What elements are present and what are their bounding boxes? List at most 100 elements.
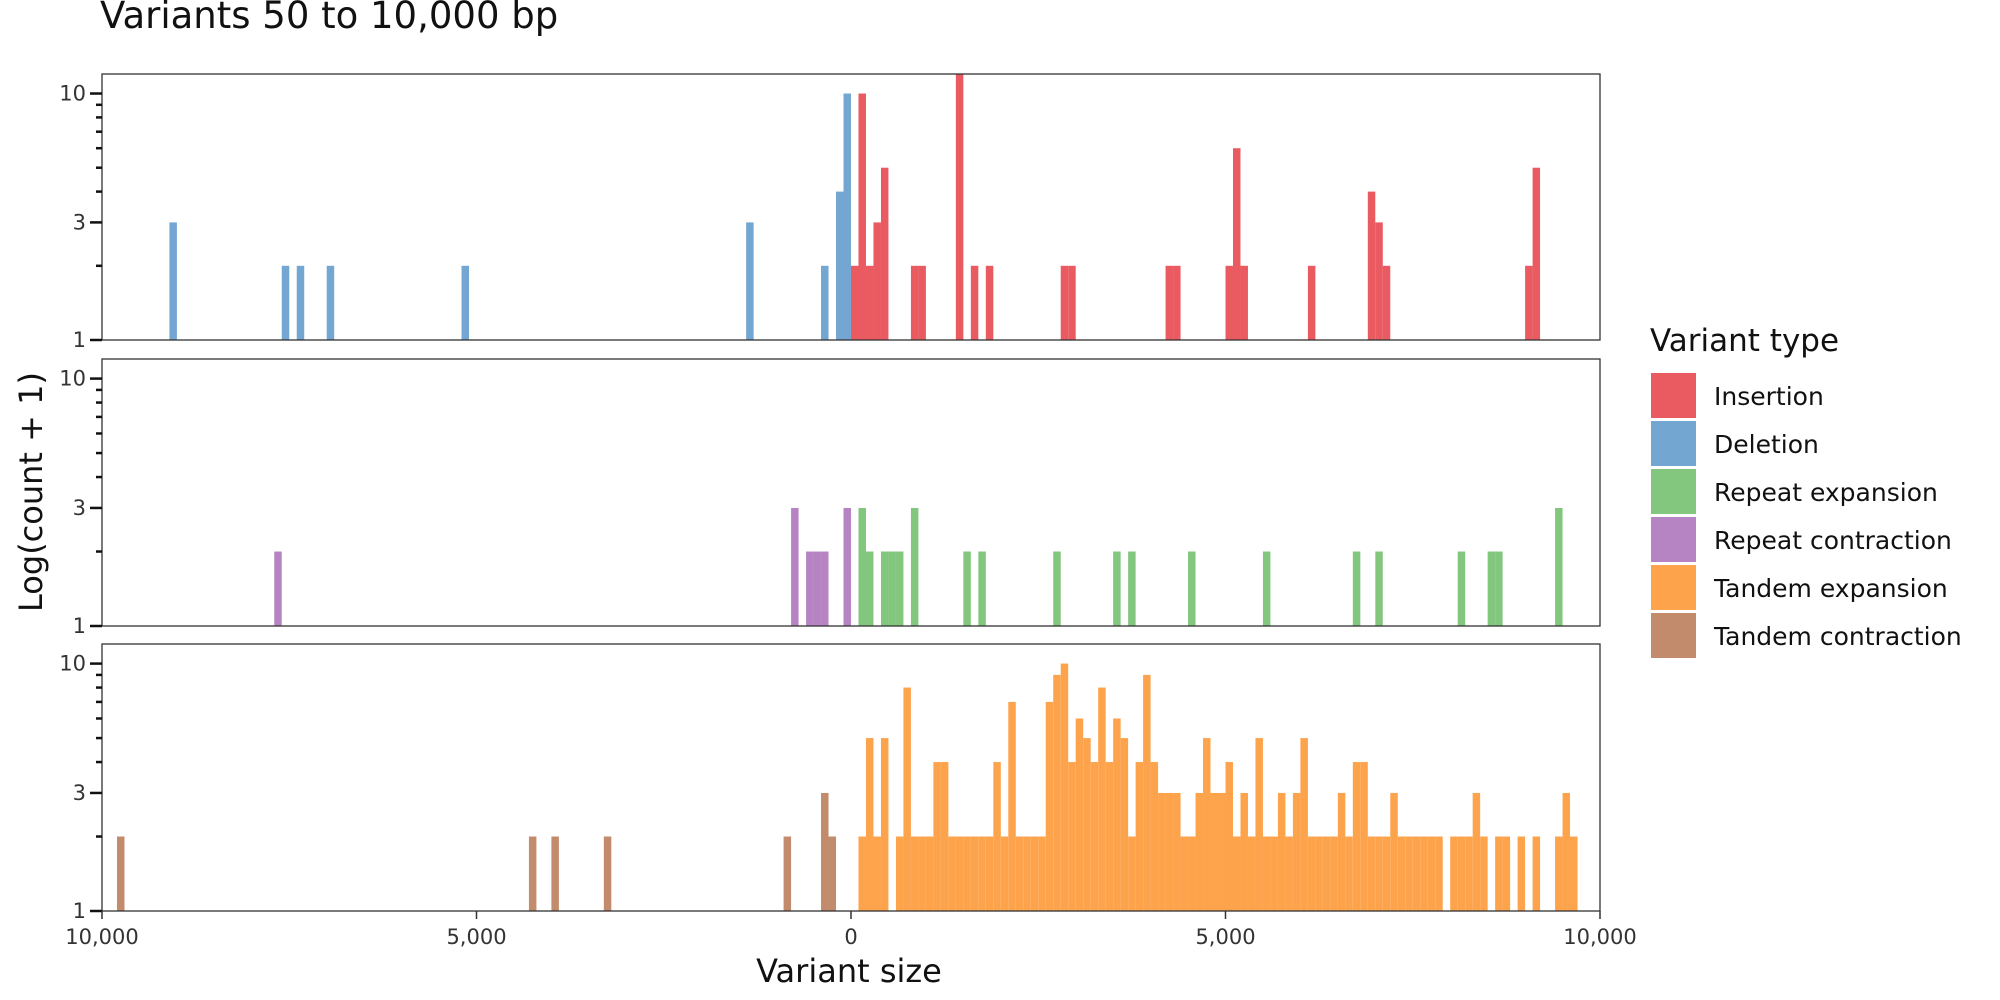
bar <box>821 265 829 340</box>
bar <box>1450 836 1458 911</box>
bar <box>1195 792 1204 911</box>
x-tick-label: 5,000 <box>1195 925 1255 949</box>
bar <box>1150 762 1159 911</box>
y-tick-label: 1 <box>73 614 86 638</box>
bar <box>851 265 859 340</box>
bar <box>1480 836 1488 911</box>
bar <box>1030 836 1039 911</box>
legend-label: Repeat contraction <box>1714 526 1952 555</box>
bar <box>948 836 956 911</box>
bar <box>1495 551 1503 626</box>
bar <box>1315 836 1323 911</box>
bar <box>1367 191 1376 340</box>
bar <box>1532 836 1541 911</box>
bar <box>1420 836 1428 911</box>
bar <box>791 507 799 626</box>
bar <box>1330 836 1338 911</box>
bar <box>895 551 904 626</box>
bar <box>978 836 986 911</box>
bar <box>910 507 919 626</box>
bar <box>963 836 971 911</box>
bar <box>1562 792 1571 911</box>
bar <box>895 836 904 911</box>
bar <box>1517 836 1526 911</box>
series-insertion <box>851 74 1541 340</box>
legend-label: Repeat expansion <box>1714 478 1938 507</box>
bar <box>985 836 994 911</box>
bar <box>1098 687 1106 911</box>
bar <box>1173 792 1181 911</box>
bar <box>1105 762 1114 911</box>
bar <box>1285 836 1293 911</box>
bar <box>1382 265 1391 340</box>
bar <box>1053 551 1061 626</box>
bar <box>1075 718 1084 911</box>
bar <box>1397 836 1406 911</box>
legend-label: Tandem contraction <box>1713 622 1962 651</box>
bar <box>1337 792 1346 911</box>
bar <box>603 836 612 911</box>
x-axis: 10,000 5,000 0 5,000 10,000 <box>65 911 1637 949</box>
bar <box>1045 701 1054 911</box>
bar <box>1023 836 1031 911</box>
bar <box>1188 836 1196 911</box>
panel-1: 1 3 10 <box>59 73 1601 352</box>
bar <box>1427 836 1436 911</box>
bar <box>783 836 792 911</box>
bar <box>903 687 911 911</box>
bar <box>1465 836 1473 911</box>
bar <box>955 836 964 911</box>
panel-3: 1 3 10 <box>59 643 1601 923</box>
bar <box>955 74 964 340</box>
bar <box>821 551 829 626</box>
bar <box>1015 836 1024 911</box>
bar <box>1225 265 1233 340</box>
panel-border <box>101 73 1601 341</box>
bar <box>1375 836 1383 911</box>
bar <box>865 551 874 626</box>
bar <box>1255 738 1263 911</box>
x-tick-label: 10,000 <box>65 925 138 949</box>
x-tick-label: 0 <box>844 925 857 949</box>
bar <box>1555 507 1563 626</box>
bar <box>1203 738 1211 911</box>
bar <box>1277 792 1286 911</box>
bar <box>1390 792 1398 911</box>
bar <box>1405 836 1413 911</box>
bar <box>274 551 282 626</box>
bar <box>970 265 979 340</box>
legend-label: Deletion <box>1714 430 1819 459</box>
bar <box>993 762 1001 911</box>
bar <box>880 551 889 626</box>
panel-border <box>101 358 1601 627</box>
bar <box>1000 836 1009 911</box>
legend-label: Tandem expansion <box>1713 574 1948 603</box>
bar <box>1495 836 1503 911</box>
bar <box>843 93 851 340</box>
bar <box>1232 148 1241 340</box>
bar <box>1135 762 1144 911</box>
bar <box>963 551 971 626</box>
bar <box>1068 265 1076 340</box>
series-tandem-expansion <box>858 663 1578 911</box>
bar <box>296 265 305 340</box>
bar <box>326 265 335 340</box>
legend-swatch <box>1651 565 1696 610</box>
bar <box>746 222 754 340</box>
legend-swatch <box>1651 373 1696 418</box>
bar <box>1367 836 1376 911</box>
panel-2: 1 3 10 <box>59 358 1601 638</box>
bar <box>116 836 125 911</box>
bar <box>1412 836 1421 911</box>
bar <box>918 836 926 911</box>
legend-label: Insertion <box>1714 382 1824 411</box>
bar <box>873 836 881 911</box>
bar <box>1240 265 1248 340</box>
bar <box>1525 265 1533 340</box>
bar <box>865 738 874 911</box>
bar <box>910 265 919 340</box>
y-tick-label: 10 <box>59 367 86 391</box>
bar <box>858 507 866 626</box>
bar <box>1180 836 1189 911</box>
